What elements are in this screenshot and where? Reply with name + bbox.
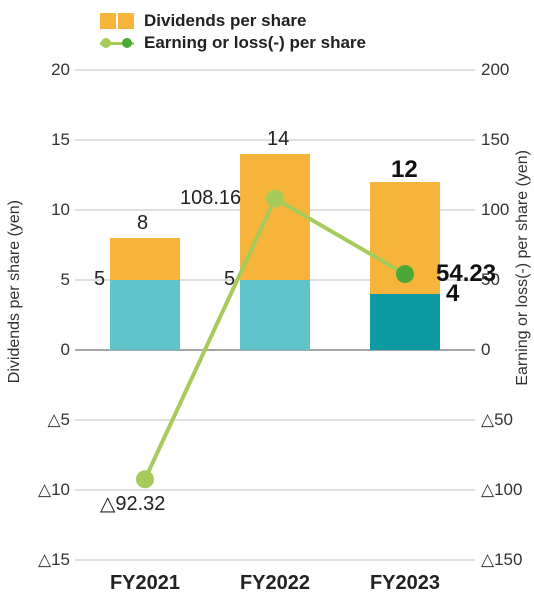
xtick: FY2021 [95, 572, 195, 595]
bar-bottom-label: 5 [224, 268, 235, 291]
ytick-right: 200 [481, 60, 534, 80]
ytick-left: 0 [20, 340, 70, 360]
ytick-left: △15 [20, 550, 70, 570]
line-point-label: 54.23 [436, 260, 496, 288]
ytick-right: △100 [481, 480, 534, 500]
bar-top-label: 14 [267, 128, 289, 151]
line-point-label: △92.32 [100, 491, 165, 516]
ytick-left: 5 [20, 270, 70, 290]
ytick-left: 10 [20, 200, 70, 220]
xtick: FY2022 [225, 572, 325, 595]
ytick-right: 150 [481, 130, 534, 150]
ytick-left: 15 [20, 130, 70, 150]
dividends-eps-chart: Dividends per share Earning or loss(-) p… [0, 0, 534, 606]
bar-bottom-label: 5 [94, 268, 105, 291]
ytick-left: △5 [20, 410, 70, 430]
ytick-right: 0 [481, 340, 534, 360]
xtick: FY2023 [355, 572, 455, 595]
ytick-right: △50 [481, 410, 534, 430]
ytick-right: 100 [481, 200, 534, 220]
ytick-left: △10 [20, 480, 70, 500]
line-point-label: 108.16 [180, 187, 241, 210]
ytick-left: 20 [20, 60, 70, 80]
bar-top-label: 8 [137, 212, 148, 235]
bar-top-label: 12 [391, 156, 418, 184]
ytick-right: △150 [481, 550, 534, 570]
